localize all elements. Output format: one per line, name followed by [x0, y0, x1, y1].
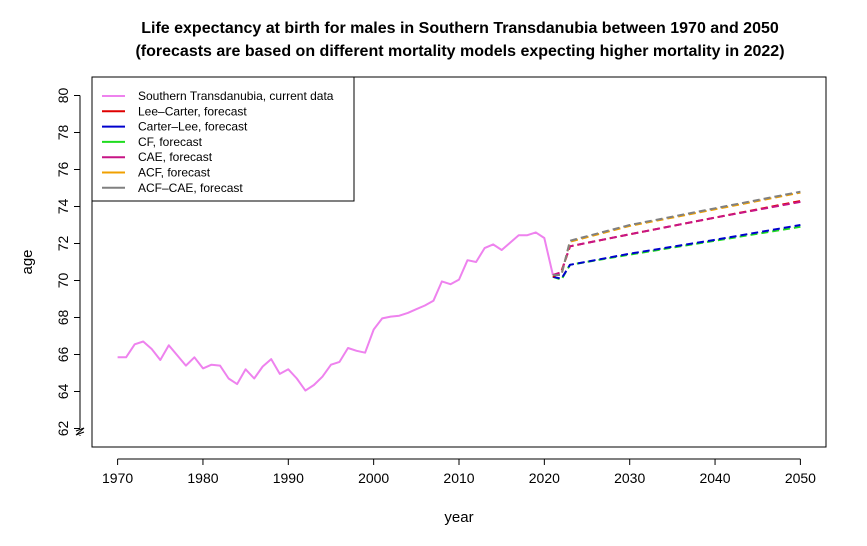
y-tick-label: 74	[55, 199, 71, 215]
x-tick-label: 1990	[273, 470, 304, 486]
y-tick-label: 68	[55, 310, 71, 326]
chart-title-line2: (forecasts are based on different mortal…	[135, 43, 784, 60]
series-line-4	[552, 200, 801, 276]
y-tick-label: 64	[55, 384, 71, 400]
x-tick-label: 2020	[529, 470, 560, 486]
y-axis: 62 64 66 68 70 72 74 76 78 80	[55, 88, 85, 437]
x-axis: 1970 1980 1990 2000 2010 2020 2030 2040 2050	[102, 458, 816, 486]
chart-title-line1: Life expectancy at birth for males in So…	[141, 20, 779, 37]
x-tick-label: 2010	[443, 470, 474, 486]
y-tick-label: 70	[55, 273, 71, 289]
x-axis-label: year	[444, 509, 473, 526]
legend-label: Carter–Lee, forecast	[138, 120, 248, 134]
legend-label: CF, forecast	[138, 135, 203, 149]
x-tick-label: 2000	[358, 470, 389, 486]
legend-label: CAE, forecast	[138, 150, 213, 164]
series-line-1	[552, 200, 801, 278]
x-tick-label: 2050	[785, 470, 816, 486]
legend-box	[91, 76, 355, 202]
y-tick-label: 78	[55, 125, 71, 141]
legend-label: ACF, forecast	[138, 166, 211, 180]
y-axis-label: age	[19, 249, 36, 274]
y-tick-label: 72	[55, 236, 71, 252]
series-line-3	[552, 225, 801, 281]
y-tick-label: 62	[55, 421, 71, 437]
legend: Southern Transdanubia, current dataLee–C…	[91, 76, 355, 202]
series-line-0	[117, 231, 554, 392]
x-tick-label: 1980	[187, 470, 218, 486]
series-line-2	[552, 224, 801, 280]
plot-area-frame	[91, 76, 827, 448]
x-tick-label: 1970	[102, 470, 133, 486]
y-tick-label: 76	[55, 162, 71, 178]
x-tick-label: 2030	[614, 470, 645, 486]
x-tick-label: 2040	[699, 470, 730, 486]
legend-label: Southern Transdanubia, current data	[138, 89, 334, 103]
y-tick-label: 80	[55, 88, 71, 104]
legend-label: Lee–Carter, forecast	[138, 104, 247, 118]
y-axis-break-mark	[75, 427, 85, 436]
series-layer	[117, 190, 801, 392]
legend-label: ACF–CAE, forecast	[138, 181, 243, 195]
y-tick-label: 66	[55, 347, 71, 363]
